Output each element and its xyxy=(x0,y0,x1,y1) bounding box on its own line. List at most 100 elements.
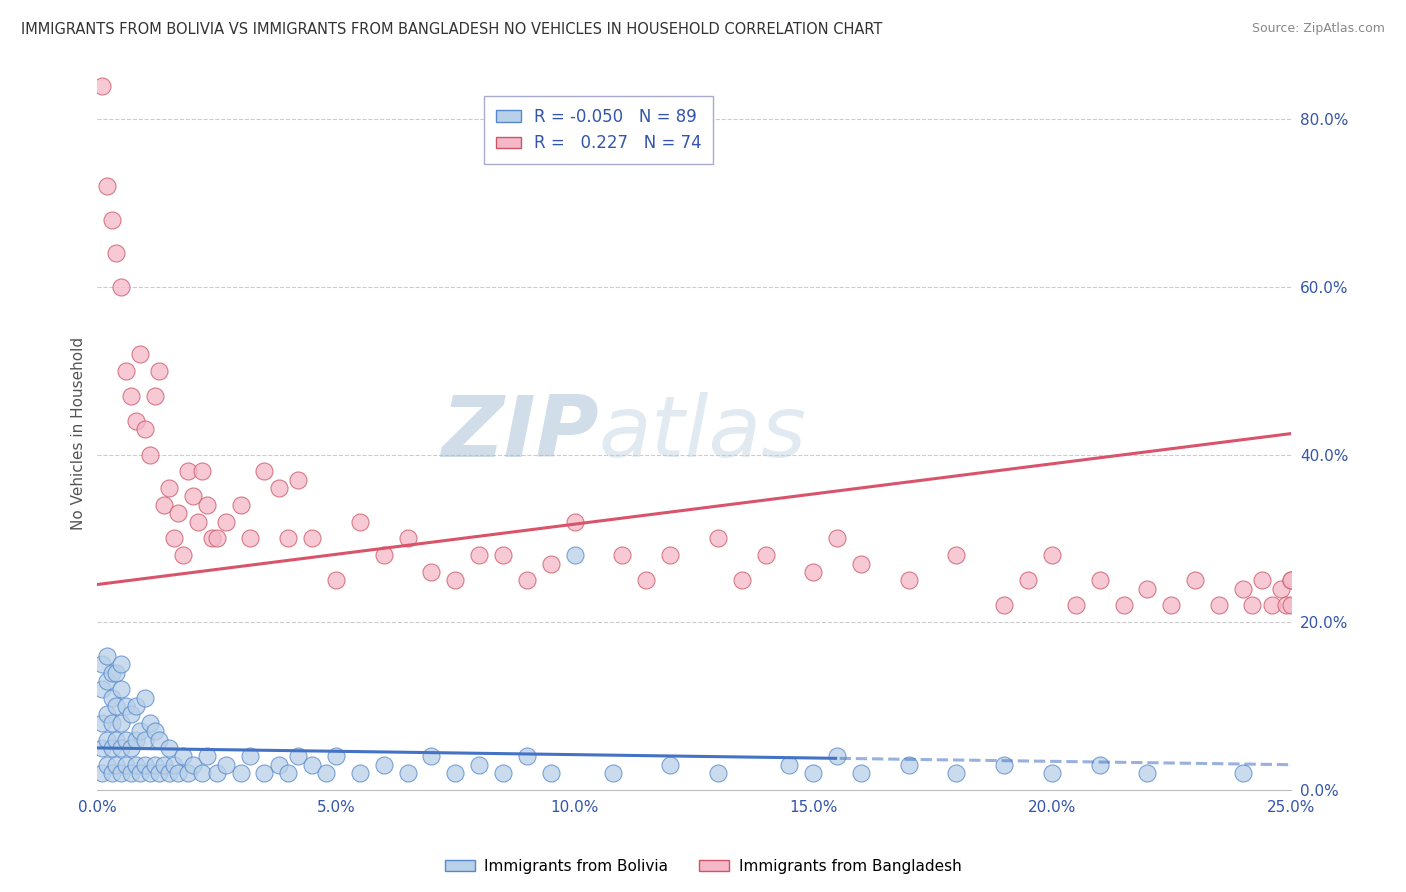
Point xyxy=(120,707,142,722)
Point xyxy=(191,464,214,478)
Point xyxy=(444,574,467,588)
Point xyxy=(91,78,114,93)
Point xyxy=(139,715,162,730)
Text: Source: ZipAtlas.com: Source: ZipAtlas.com xyxy=(1251,22,1385,36)
Point xyxy=(100,715,122,730)
Point xyxy=(120,766,142,780)
Point xyxy=(105,699,128,714)
Legend: Immigrants from Bolivia, Immigrants from Bangladesh: Immigrants from Bolivia, Immigrants from… xyxy=(439,853,967,880)
Point xyxy=(1112,599,1135,613)
Point xyxy=(659,757,682,772)
Point xyxy=(468,548,491,562)
Point xyxy=(778,757,800,772)
Point xyxy=(91,766,114,780)
Text: ZIP: ZIP xyxy=(441,392,599,475)
Point xyxy=(540,766,562,780)
Point xyxy=(287,749,309,764)
Point xyxy=(315,766,337,780)
Point xyxy=(195,498,218,512)
Point xyxy=(143,389,166,403)
Point xyxy=(602,766,624,780)
Point xyxy=(897,574,920,588)
Point xyxy=(157,766,180,780)
Point xyxy=(1232,766,1254,780)
Point xyxy=(564,548,586,562)
Point xyxy=(301,532,323,546)
Point xyxy=(215,757,238,772)
Point xyxy=(825,532,848,546)
Point xyxy=(253,766,276,780)
Point xyxy=(849,557,872,571)
Point xyxy=(373,548,395,562)
Point xyxy=(91,740,114,755)
Point xyxy=(468,757,491,772)
Point xyxy=(115,732,138,747)
Point xyxy=(444,766,467,780)
Point xyxy=(91,715,114,730)
Point xyxy=(253,464,276,478)
Point xyxy=(564,515,586,529)
Point xyxy=(181,490,204,504)
Point xyxy=(301,757,323,772)
Point xyxy=(1241,599,1264,613)
Point xyxy=(516,574,538,588)
Point xyxy=(229,766,252,780)
Point xyxy=(105,665,128,680)
Point xyxy=(1270,582,1292,596)
Point xyxy=(1040,548,1063,562)
Y-axis label: No Vehicles in Household: No Vehicles in Household xyxy=(72,337,86,530)
Point xyxy=(897,757,920,772)
Point xyxy=(1208,599,1230,613)
Point xyxy=(124,732,146,747)
Point xyxy=(492,766,515,780)
Point xyxy=(1232,582,1254,596)
Point xyxy=(115,699,138,714)
Point xyxy=(129,347,152,361)
Point xyxy=(105,732,128,747)
Point xyxy=(1279,599,1302,613)
Point xyxy=(540,557,562,571)
Point xyxy=(1088,574,1111,588)
Point xyxy=(124,699,146,714)
Point xyxy=(177,766,200,780)
Point xyxy=(115,364,138,378)
Point xyxy=(134,422,156,436)
Point xyxy=(167,766,190,780)
Point xyxy=(277,532,299,546)
Point xyxy=(277,766,299,780)
Point xyxy=(153,498,176,512)
Point xyxy=(105,757,128,772)
Point xyxy=(1184,574,1206,588)
Point xyxy=(516,749,538,764)
Point xyxy=(124,757,146,772)
Point xyxy=(110,766,132,780)
Point xyxy=(801,565,824,579)
Point xyxy=(267,757,290,772)
Point xyxy=(100,665,122,680)
Point xyxy=(91,682,114,697)
Text: IMMIGRANTS FROM BOLIVIA VS IMMIGRANTS FROM BANGLADESH NO VEHICLES IN HOUSEHOLD C: IMMIGRANTS FROM BOLIVIA VS IMMIGRANTS FR… xyxy=(21,22,883,37)
Point xyxy=(325,574,347,588)
Point xyxy=(1017,574,1039,588)
Point xyxy=(1040,766,1063,780)
Point xyxy=(267,481,290,495)
Point xyxy=(239,749,262,764)
Point xyxy=(191,766,214,780)
Point xyxy=(993,599,1015,613)
Point xyxy=(96,648,118,663)
Point xyxy=(993,757,1015,772)
Point xyxy=(420,749,443,764)
Point xyxy=(134,690,156,705)
Point xyxy=(96,757,118,772)
Point xyxy=(157,481,180,495)
Point xyxy=(105,246,128,260)
Point xyxy=(205,766,228,780)
Point xyxy=(195,749,218,764)
Point xyxy=(96,673,118,688)
Point xyxy=(349,766,371,780)
Point xyxy=(1279,574,1302,588)
Point xyxy=(373,757,395,772)
Point xyxy=(129,766,152,780)
Point xyxy=(110,740,132,755)
Point xyxy=(612,548,634,562)
